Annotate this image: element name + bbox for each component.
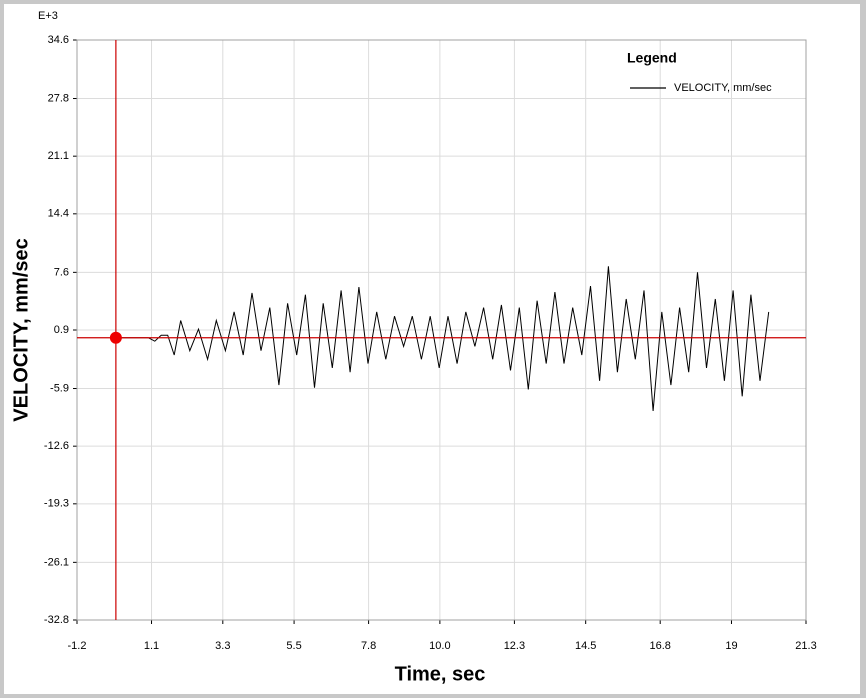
y-tick-label: 27.8 xyxy=(48,92,69,104)
y-tick-label: 14.4 xyxy=(48,208,69,220)
x-tick-label: 12.3 xyxy=(504,640,525,652)
y-tick-label: -12.6 xyxy=(44,440,69,452)
x-tick-label: 10.0 xyxy=(429,640,450,652)
y-tick-label: -32.8 xyxy=(44,614,69,626)
series-line xyxy=(115,266,770,411)
y-tick-label: 7.6 xyxy=(54,266,69,278)
y-tick-label: 21.1 xyxy=(48,150,69,162)
x-tick-label: 14.5 xyxy=(575,640,596,652)
x-tick-label: 7.8 xyxy=(361,640,376,652)
legend-entry: VELOCITY, mm/sec xyxy=(674,82,772,94)
plot-frame xyxy=(76,39,807,621)
x-tick-label: 19 xyxy=(725,640,737,652)
x-tick-label: 16.8 xyxy=(649,640,670,652)
y-tick-label: 34.6 xyxy=(48,34,69,46)
x-tick-label: 5.5 xyxy=(286,640,301,652)
x-tick-label: -1.2 xyxy=(68,640,87,652)
y-tick-label: 0.9 xyxy=(54,324,69,336)
y-tick-label: -26.1 xyxy=(44,556,69,568)
x-tick-label: 1.1 xyxy=(144,640,159,652)
x-tick-label: 21.3 xyxy=(795,640,816,652)
x-tick-label: 3.3 xyxy=(215,640,230,652)
y-tick-label: -5.9 xyxy=(50,382,69,394)
x-axis-label: Time, sec xyxy=(395,663,486,685)
legend-title: Legend xyxy=(627,50,677,66)
cursor-point xyxy=(109,331,122,344)
exponent-label: E+3 xyxy=(38,10,58,22)
y-axis-label: VELOCITY, mm/sec xyxy=(10,238,32,421)
y-tick-label: -19.3 xyxy=(44,498,69,510)
